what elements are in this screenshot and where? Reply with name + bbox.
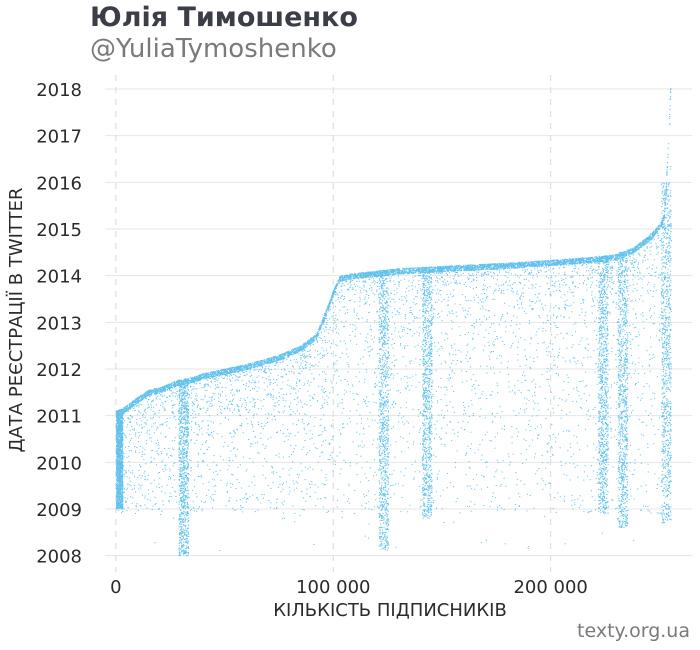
grid [105,75,692,572]
y-tick-label: 2016 [36,173,82,194]
y-axis-label: ДАТА РЕЄСТРАЦІЇ В TWITTER [6,188,27,453]
x-tick-label: 200 000 [513,577,587,598]
x-axis-label: КІЛЬКІСТЬ ПІДПИСНИКІВ [273,600,507,621]
scatter-points-cloud [115,88,672,557]
source-credit: texty.org.ua [577,620,690,642]
x-tick-label: 100 000 [296,577,370,598]
data-points [115,88,672,557]
chart-title: Юлія Тимошенко [90,2,358,33]
x-tick-label: 0 [110,577,121,598]
y-tick-label: 2008 [36,547,82,568]
y-tick-label: 2010 [36,453,82,474]
y-tick-label: 2011 [36,407,82,428]
y-tick-label: 2018 [36,80,82,101]
x-axis-ticks: 0 100 000 200 000 [110,577,588,598]
y-axis-ticks: 2008 2009 2010 2011 2012 2013 2014 2015 2016 2017… [36,80,82,568]
chart-subtitle: @YuliaTymoshenko [90,34,337,64]
y-tick-label: 2017 [36,127,82,148]
y-tick-label: 2013 [36,313,82,334]
y-tick-label: 2015 [36,220,82,241]
y-tick-label: 2014 [36,267,82,288]
y-tick-label: 2009 [36,500,82,521]
y-tick-label: 2012 [36,360,82,381]
